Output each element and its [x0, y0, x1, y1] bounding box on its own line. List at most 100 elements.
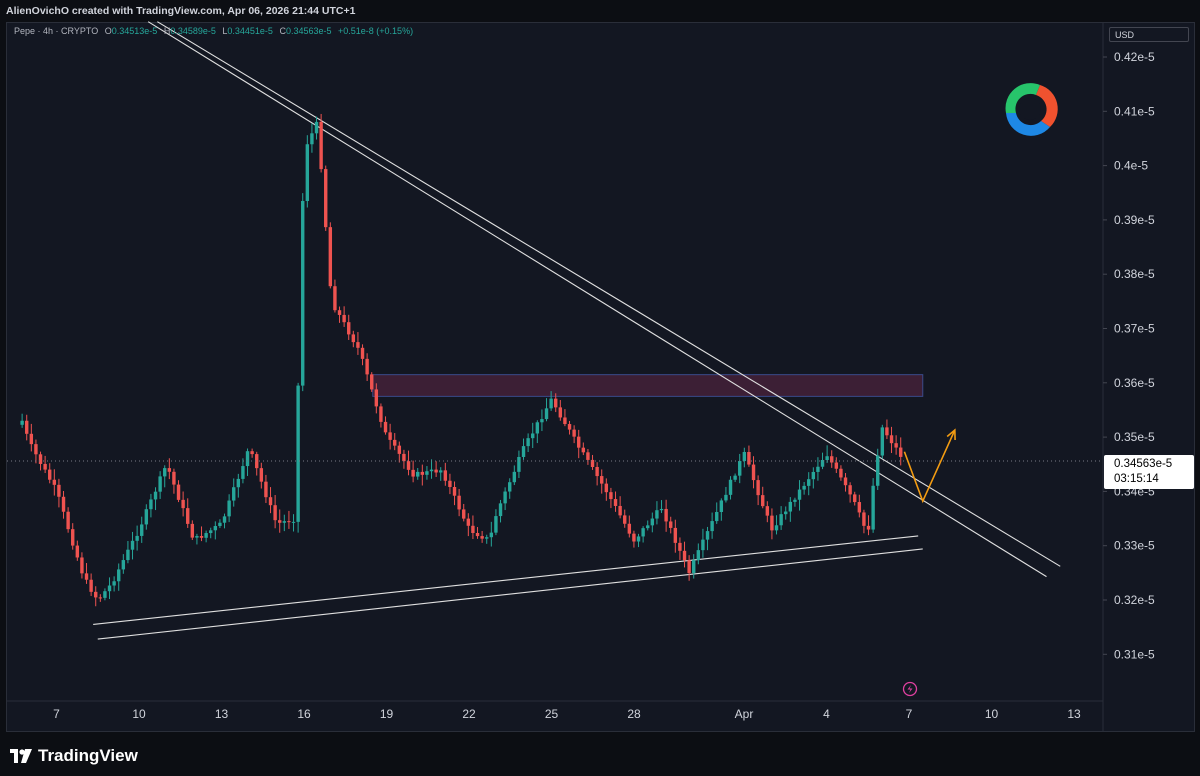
candle-body [319, 121, 323, 170]
candle-body [158, 476, 162, 492]
candle-body [66, 511, 70, 530]
descending-trendline [157, 21, 1061, 567]
time-tick-label: 25 [545, 707, 559, 721]
price-tick-label: 0.36e-5 [1114, 376, 1155, 390]
high-value: 0.34589e-5 [170, 26, 216, 36]
candle-body [719, 500, 724, 513]
candle-body [199, 536, 204, 538]
candle-body [388, 432, 392, 440]
candle-body [498, 503, 503, 517]
candle-body [213, 526, 218, 531]
candle-body [848, 485, 852, 495]
currency-selector[interactable]: USD [1109, 27, 1189, 42]
candle-body [227, 500, 231, 517]
candle-body [61, 496, 66, 512]
time-tick-label: 13 [215, 707, 229, 721]
candle-body [485, 537, 489, 539]
candle-body [774, 525, 779, 531]
candle-body [811, 471, 816, 480]
candle-body [738, 461, 742, 476]
candle-body [600, 476, 604, 484]
price-tick-label: 0.4e-5 [1114, 159, 1148, 173]
candle-body [595, 467, 599, 477]
candle-body [172, 471, 176, 485]
candle-body [733, 475, 737, 480]
candle-body [195, 536, 199, 538]
last-price-value: 0.34563e-5 [1114, 458, 1173, 470]
candle-body [71, 529, 75, 546]
candle-body [278, 520, 282, 523]
candle-body [853, 494, 857, 503]
chart-credit: AlienOvichO created with TradingView.com… [6, 5, 356, 17]
candle-body [489, 532, 494, 538]
candle-body [337, 310, 342, 315]
price-tick-label: 0.32e-5 [1114, 593, 1155, 607]
candle-body [636, 536, 641, 542]
ohlc-legend: Pepe · 4h · CRYPTO O0.34513e-5 H0.34589e… [14, 26, 413, 36]
candle-body [577, 436, 581, 448]
price-tick-label: 0.42e-5 [1114, 50, 1155, 64]
candle-body [526, 438, 530, 447]
candle-body [356, 342, 360, 348]
candle-body [167, 468, 172, 472]
projection-arrowhead [946, 428, 956, 441]
candle-body [273, 505, 277, 521]
candle-body [751, 464, 756, 481]
candle-body [457, 495, 461, 510]
change-value: +0.51e-8 (+0.15%) [338, 26, 414, 36]
candle-body [135, 535, 139, 541]
candle-body [535, 422, 540, 434]
price-tick-label: 0.31e-5 [1114, 647, 1155, 661]
candle-body [144, 509, 149, 525]
candle-body [512, 471, 517, 483]
candle-body [130, 540, 135, 550]
candle-body [843, 477, 848, 486]
candle-body [121, 560, 126, 570]
candle-body [181, 499, 185, 509]
candle-body [57, 484, 61, 497]
candle-body [687, 560, 691, 574]
time-tick-label: 7 [53, 707, 60, 721]
candle-body [43, 463, 47, 470]
candle-body [333, 286, 337, 311]
candle-body [402, 453, 406, 462]
candle-body [613, 499, 618, 506]
alert-bolt-icon [902, 681, 918, 697]
candle-body [264, 481, 268, 498]
price-tick-label: 0.35e-5 [1114, 430, 1155, 444]
candle-body [581, 447, 586, 453]
tradingview-branding[interactable]: TradingView [0, 736, 1200, 776]
candle-body [673, 527, 678, 543]
candle-body [20, 420, 24, 425]
candle-body [466, 518, 471, 526]
candle-body [756, 480, 760, 496]
candle-body [268, 497, 273, 506]
time-tick-label: 16 [297, 707, 311, 721]
candle-body [839, 468, 843, 478]
candle-body [503, 491, 507, 504]
candle-body [287, 521, 291, 523]
candle-body [705, 531, 710, 540]
candle-body [623, 515, 627, 524]
candle-body [218, 522, 222, 527]
symbol-label[interactable]: Pepe · 4h · CRYPTO [14, 26, 99, 36]
close-value: 0.34563e-5 [285, 26, 332, 36]
candle-body [314, 121, 319, 134]
ascending-trendline [97, 548, 923, 640]
candle-body [692, 560, 696, 574]
time-tick-label: 28 [627, 707, 641, 721]
high-label: H [163, 26, 171, 36]
candle-body [825, 456, 829, 461]
price-tick-label: 0.38e-5 [1114, 267, 1155, 281]
candle-body [48, 469, 52, 480]
candle-body [222, 516, 227, 523]
candle-body [324, 169, 328, 228]
projection-arrow [903, 429, 956, 504]
candle-body [84, 573, 89, 580]
candle-body [894, 443, 898, 448]
candle-body [761, 495, 765, 507]
ascending-trendline [93, 535, 919, 625]
price-tick-label: 0.37e-5 [1114, 322, 1155, 336]
candle-body [563, 417, 567, 425]
